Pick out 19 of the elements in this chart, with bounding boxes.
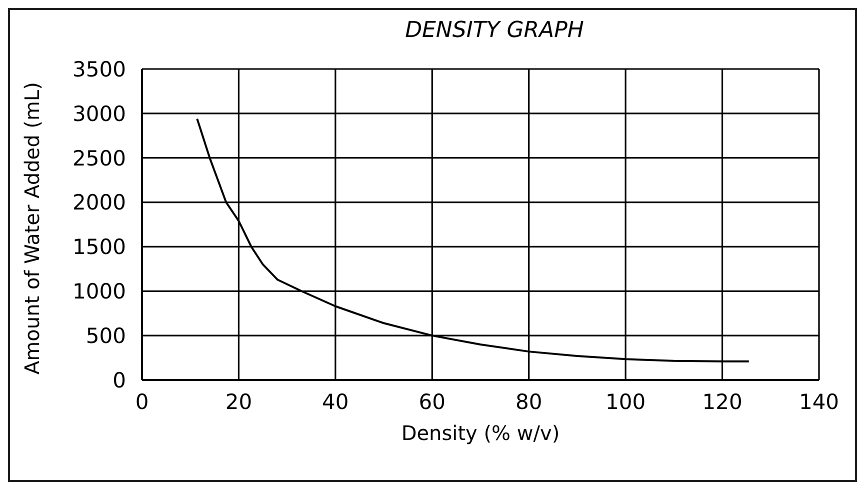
y-tick-label: 3500 [72, 57, 126, 82]
y-tick-label: 2500 [72, 146, 126, 170]
x-tick-label: 80 [515, 390, 542, 414]
x-tick-label: 60 [418, 390, 446, 414]
y-tick-label: 500 [86, 324, 126, 348]
x-axis-title: Density (% w/v) [401, 421, 560, 445]
x-tick-label: 100 [606, 390, 646, 414]
y-tick-label: 2000 [72, 190, 126, 215]
x-tick-label: 120 [702, 390, 742, 414]
y-axis-title: Amount of Water Added (mL) [20, 82, 44, 374]
y-tick-label: 3000 [72, 102, 126, 126]
x-tick-label: 40 [322, 390, 349, 414]
y-tick-label: 1000 [72, 280, 126, 304]
y-tick-label: 1500 [72, 235, 126, 260]
x-tick-label: 0 [135, 390, 149, 414]
x-tick-label: 20 [225, 390, 252, 414]
y-tick-label: 0 [112, 368, 126, 392]
x-tick-label: 140 [798, 390, 840, 414]
chart-title: DENSITY GRAPH [404, 18, 585, 43]
